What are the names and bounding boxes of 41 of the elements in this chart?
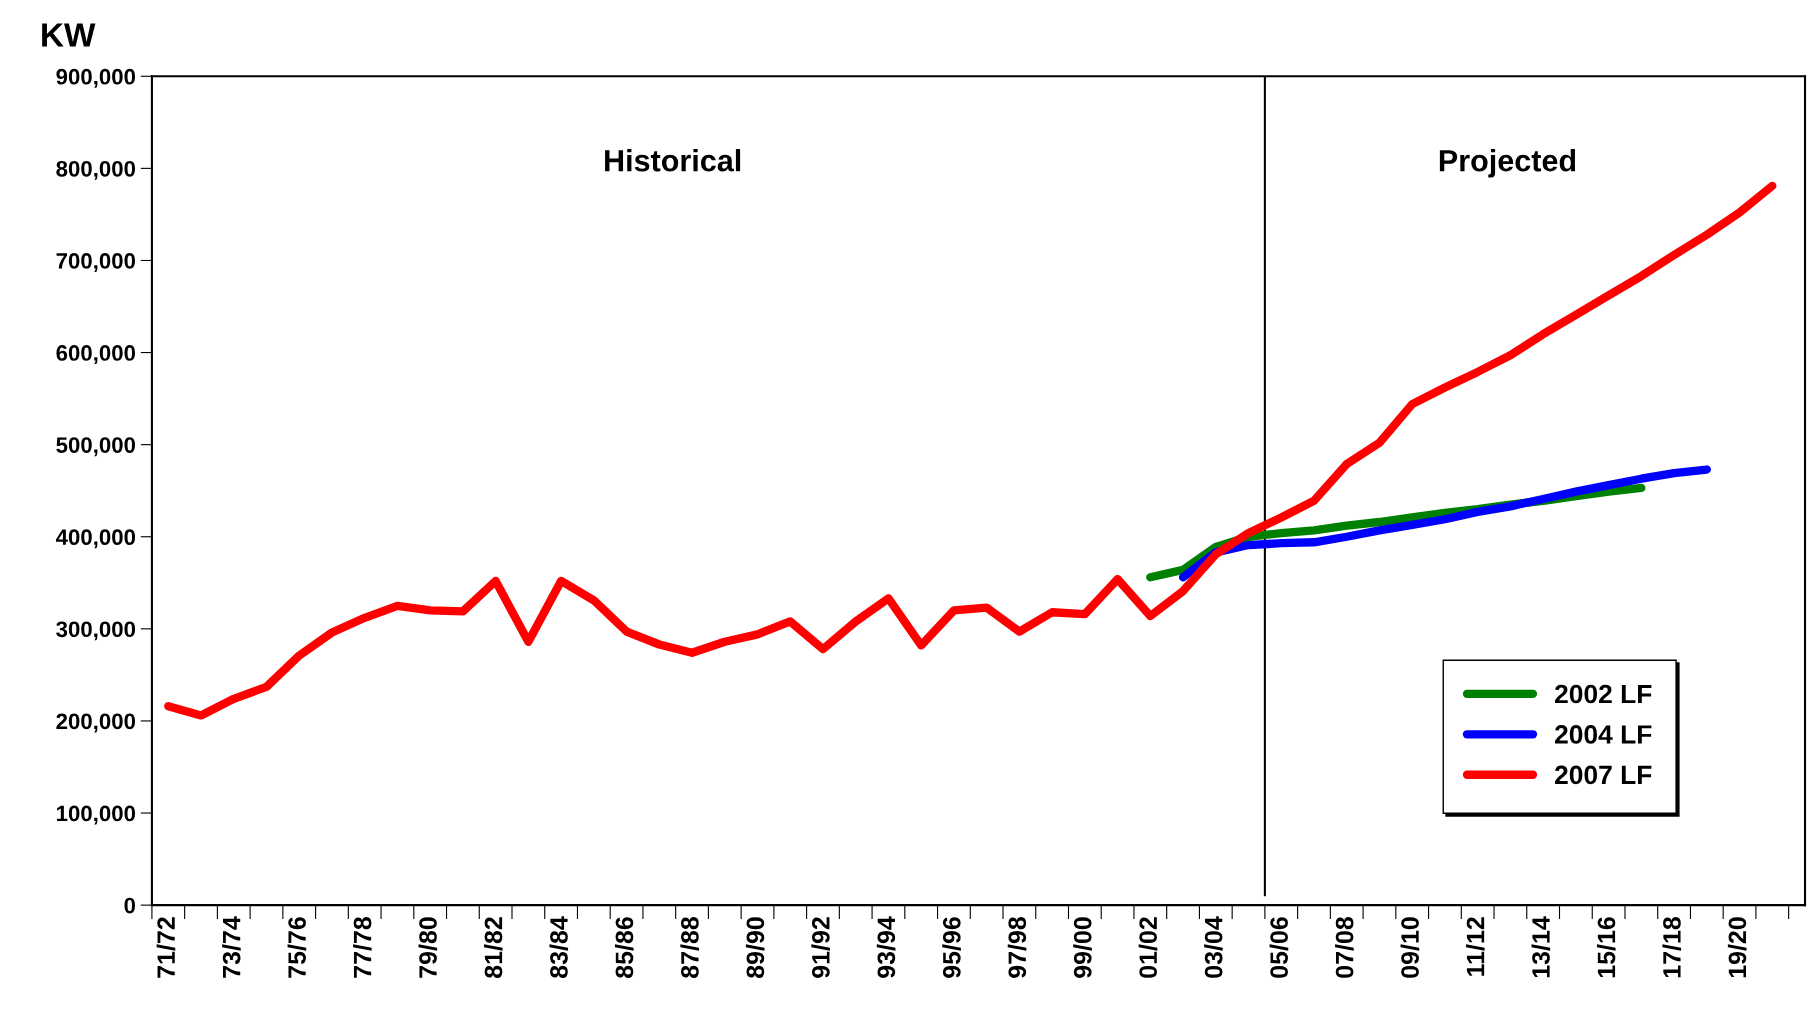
x-tick-label: 87/88 (680, 917, 699, 978)
x-tick-label: 09/10 (1400, 917, 1420, 978)
y-tick-label: 200,000 (56, 713, 136, 733)
x-tick-label: 75/76 (287, 917, 307, 978)
y-tick-label: 900,000 (56, 68, 136, 88)
x-tick-label: 85/86 (614, 917, 634, 978)
y-axis-title: KW (42, 23, 96, 47)
x-tick-label: 93/94 (876, 916, 896, 978)
y-tick-label: 300,000 (56, 621, 136, 641)
x-tick-label: 79/80 (418, 917, 438, 978)
x-tick-label: 77/78 (353, 917, 372, 978)
x-tick-label: 99/00 (1073, 917, 1092, 978)
x-tick-label: 83/84 (549, 916, 569, 978)
x-tick-label: 95/96 (942, 917, 961, 978)
y-tick-label: 600,000 (56, 345, 136, 365)
y-tick-label: 100,000 (57, 805, 136, 825)
x-tick-label: 07/08 (1335, 917, 1354, 978)
x-tick-label: 91/92 (811, 917, 830, 978)
x-tick-label: 97/98 (1007, 917, 1027, 978)
legend-label: 2004 LF (1555, 725, 1652, 744)
x-tick-label: 03/04 (1204, 916, 1223, 978)
annotation: Historical (605, 149, 741, 172)
legend-label: 2007 LF (1555, 765, 1652, 785)
x-tick-label: 71/72 (156, 917, 176, 978)
y-tick-label: 800,000 (56, 160, 136, 180)
y-tick-label: 700,000 (56, 253, 136, 272)
annotation: Projected (1439, 149, 1576, 178)
y-tick-label: 0 (124, 897, 136, 914)
x-tick-label: 05/06 (1269, 917, 1289, 978)
x-tick-label: 19/20 (1727, 917, 1747, 978)
x-tick-label: 17/18 (1662, 917, 1682, 978)
x-tick-label: 89/90 (745, 917, 765, 978)
x-tick-label: 73/74 (222, 916, 241, 978)
x-tick-label: 11/12 (1466, 917, 1485, 976)
x-tick-label: 81/82 (483, 917, 503, 978)
x-tick-label: 13/14 (1531, 916, 1551, 978)
y-tick-label: 400,000 (55, 529, 136, 549)
x-tick-label: 15/16 (1596, 917, 1616, 978)
x-tick-label: 01/02 (1138, 917, 1158, 978)
legend-label: 2002 LF (1555, 684, 1652, 704)
y-tick-label: 500,000 (56, 437, 136, 457)
